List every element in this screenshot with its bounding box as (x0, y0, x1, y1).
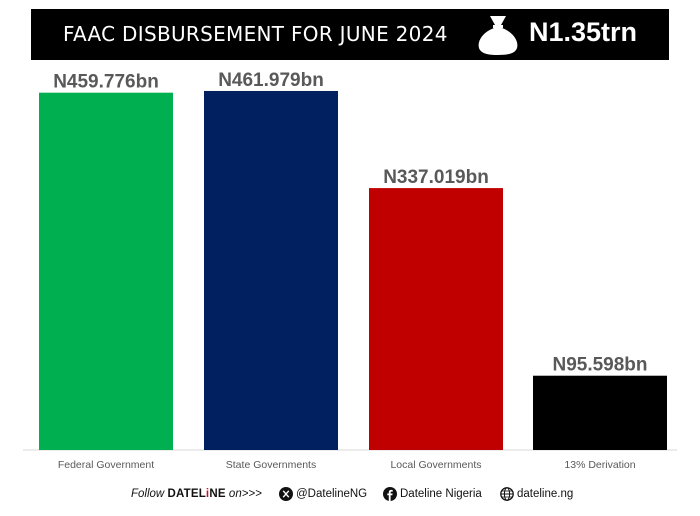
twitter-handle: @DatelineNG (296, 488, 368, 500)
category-label-13-derivation: 13% Derivation (564, 459, 635, 471)
footer: Follow DATELiNE on>>> @DatelineNG Dateli… (0, 484, 700, 506)
bar-13-derivation (533, 375, 667, 450)
bar-chart: N459.776bn N461.979bnN337.019bnN95.598bn … (23, 70, 677, 471)
money-bag-icon (478, 16, 518, 55)
bar-state-governments (204, 90, 338, 450)
on-label: on>>> (228, 488, 262, 500)
bar-local-governments (369, 188, 503, 451)
globe-icon (500, 487, 514, 501)
brand-part-1: DATEL (167, 488, 206, 500)
website-link[interactable]: dateline.ng (500, 484, 573, 504)
value-label-federal-government: N459.776bn (53, 72, 159, 93)
total-disbursement: N1.35trn (529, 17, 638, 47)
brand-name: DATELiNE (167, 488, 225, 500)
brand-part-3: NE (209, 488, 226, 500)
twitter-handle-link[interactable]: @DatelineNG (279, 484, 367, 504)
banner-title: FAAC DISBURSEMENT FOR JUNE 2024 (63, 22, 448, 46)
bar-federal-government (39, 92, 173, 451)
header-banner: FAAC DISBURSEMENT FOR JUNE 2024 N1.35trn (31, 9, 669, 60)
brand-part-2: i (205, 488, 210, 500)
category-label-federal-government: Federal Government (58, 459, 154, 471)
category-label-state-governments: State Governments (226, 459, 316, 471)
value-label-13-derivation: N95.598bn (552, 355, 647, 376)
facebook-page: Dateline Nigeria (400, 488, 482, 500)
follow-label: Follow (131, 488, 165, 500)
value-label-local-governments: N337.019bn (383, 167, 489, 188)
x-logo-icon (279, 487, 293, 501)
follow-text: Follow DATELiNE on>>> (131, 484, 262, 504)
facebook-icon (383, 487, 397, 501)
category-label-local-governments: Local Governments (390, 459, 481, 471)
website-url: dateline.ng (517, 488, 574, 500)
facebook-page-link[interactable]: Dateline Nigeria (383, 484, 482, 504)
value-label-state-governments: N461.979bn (218, 70, 324, 91)
